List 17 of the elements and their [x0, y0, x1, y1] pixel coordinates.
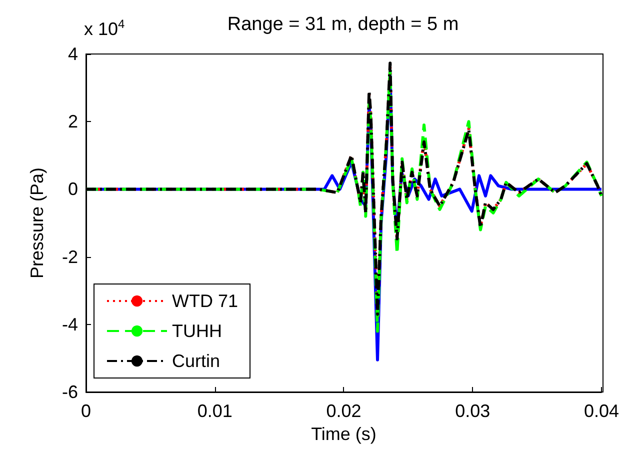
x-tick-label: 0.02: [326, 401, 362, 421]
x-tick-label: 0: [80, 401, 92, 421]
y-tick-label: -2: [62, 246, 78, 267]
legend-label: TUHH: [172, 321, 222, 341]
x-axis-title: Time (s): [311, 424, 376, 444]
y-tick-label: 2: [68, 112, 78, 132]
chart-title: Range = 31 m, depth = 5 m: [227, 14, 459, 35]
x-tick-label: 0.01: [197, 401, 232, 421]
legend-label: Curtin: [172, 351, 220, 371]
x-tick-label: 0.04: [584, 401, 620, 421]
y-tick-label: 0: [68, 179, 78, 200]
x-tick-label: 0.03: [455, 401, 490, 421]
y-tick-label: -4: [62, 314, 78, 334]
y-axis-title: Pressure (Pa): [27, 167, 47, 279]
legend-label: WTD 71: [172, 291, 238, 311]
y-tick-label: 4: [68, 44, 78, 64]
y-tick-label: -6: [62, 382, 78, 402]
